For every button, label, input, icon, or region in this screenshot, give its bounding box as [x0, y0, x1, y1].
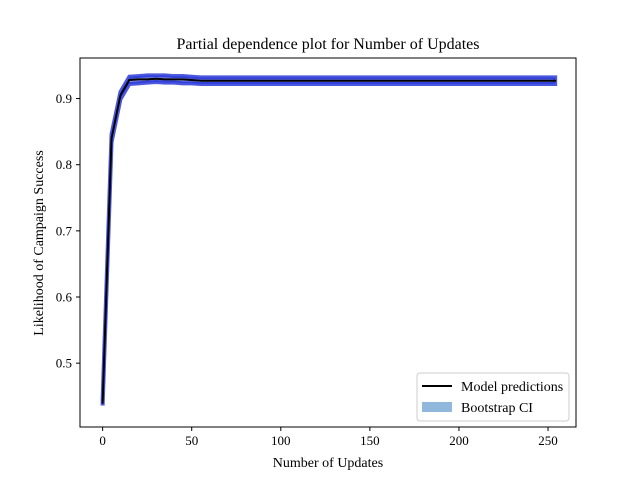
x-tick-label: 250 — [538, 433, 558, 448]
chart-title: Partial dependence plot for Number of Up… — [176, 36, 479, 53]
y-tick-label: 0.6 — [56, 290, 73, 305]
x-tick-label: 0 — [99, 433, 106, 448]
x-tick-label: 50 — [185, 433, 198, 448]
legend-label-bootstrap-ci: Bootstrap CI — [461, 401, 533, 416]
y-tick-label: 0.8 — [56, 157, 72, 172]
chart-legend: Model predictions Bootstrap CI — [416, 372, 570, 422]
x-axis-label: Number of Updates — [273, 456, 383, 471]
x-axis-ticks: 0 50 100 150 200 250 — [99, 427, 558, 448]
plot-area — [100, 73, 558, 406]
y-axis-ticks: 0.5 0.6 0.7 0.8 0.9 — [56, 91, 80, 371]
legend-box — [416, 372, 570, 422]
y-axis-label: Likelihood of Campaign Success — [32, 150, 47, 335]
x-tick-label: 100 — [271, 433, 291, 448]
legend-label-model-predictions: Model predictions — [461, 380, 563, 395]
bootstrap-ci-band — [100, 73, 558, 406]
legend-band-swatch — [422, 402, 452, 412]
axes-frame — [79, 57, 577, 428]
y-tick-label: 0.9 — [56, 91, 72, 106]
y-tick-label: 0.7 — [56, 223, 73, 238]
model-predictions-line — [101, 77, 557, 404]
x-tick-label: 150 — [360, 433, 380, 448]
y-tick-label: 0.5 — [56, 356, 72, 371]
x-tick-label: 200 — [449, 433, 469, 448]
